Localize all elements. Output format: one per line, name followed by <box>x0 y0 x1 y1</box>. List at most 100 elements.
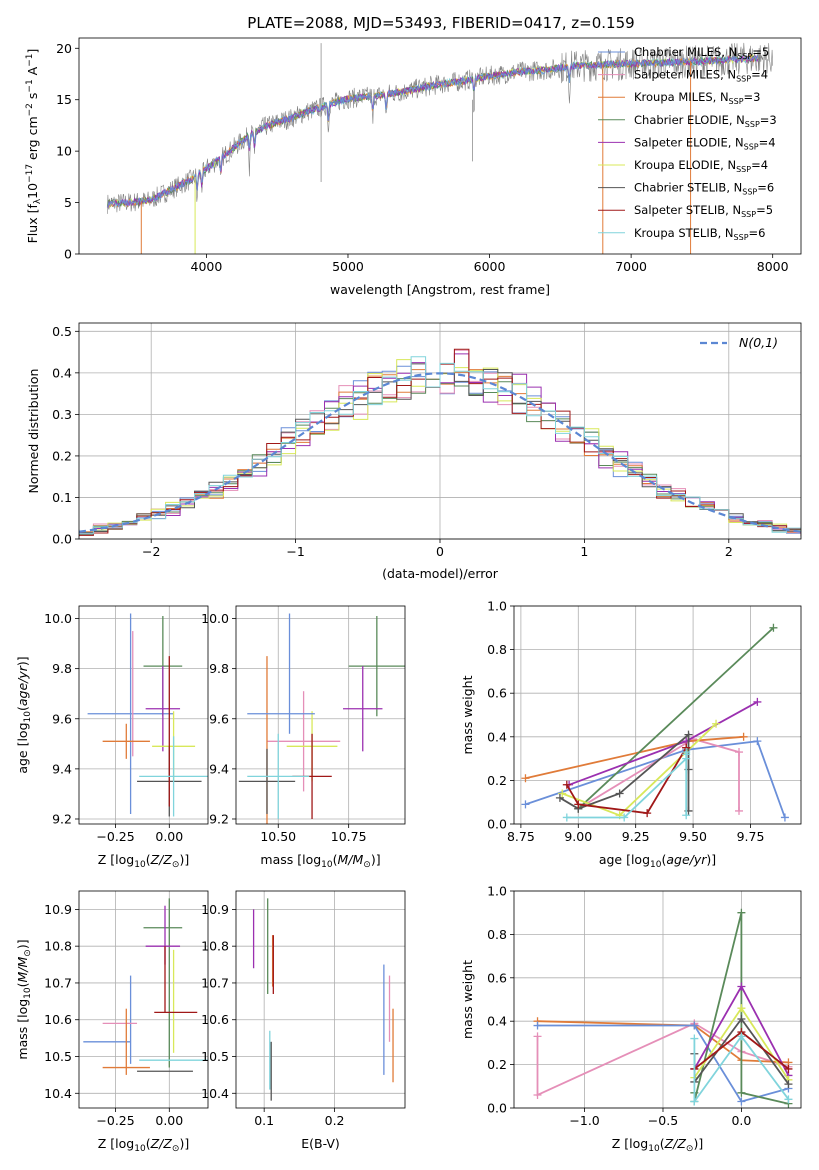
y-tick-label: 0.2 <box>52 448 72 463</box>
mass-weight-marker <box>739 732 748 741</box>
y-tick-label: 0.3 <box>52 407 72 422</box>
x-tick-label: 1 <box>580 544 588 559</box>
weight_vs_age-y-axis-label: mass weight <box>460 675 475 754</box>
x-tick-label: 0 <box>436 544 444 559</box>
legend-entry: Kroupa STELIB, NSSP=6 <box>634 226 765 242</box>
weight_vs_Z-y-axis-label: mass weight <box>460 960 475 1039</box>
axes-frame <box>78 890 209 1109</box>
figure-title: PLATE=2088, MJD=53493, FIBERID=0417, z=0… <box>247 14 634 32</box>
y-tick-label: 0.4 <box>487 1014 507 1029</box>
plot-area <box>521 623 789 822</box>
legend-entry: Salpeter MILES, NSSP=4 <box>634 68 768 84</box>
y-tick-label: 0.6 <box>487 686 507 701</box>
y-tick-label: 9.8 <box>209 661 229 676</box>
y-tick-label: 10.6 <box>44 1012 72 1027</box>
x-tick-label: 0.00 <box>155 829 183 844</box>
mass-weight-marker <box>735 806 744 815</box>
plot-area <box>87 613 208 817</box>
mass-weight-marker <box>682 748 691 757</box>
legend-entry: Salpeter ELODIE, NSSP=4 <box>634 135 776 151</box>
mass-weight-line <box>537 1024 789 1103</box>
legend-entry: Chabrier MILES, NSSP=5 <box>634 45 769 61</box>
x-tick-label: 5000 <box>332 259 364 274</box>
axes-frame <box>78 37 802 255</box>
plot-area <box>252 898 394 1101</box>
y-tick-label: 20 <box>56 41 72 56</box>
y-tick-label: 10.7 <box>44 975 72 990</box>
x-tick-label: 0.00 <box>155 1113 183 1128</box>
mass-weight-line <box>577 627 775 810</box>
mass-weight-line <box>525 740 786 818</box>
mass-weight-line <box>559 732 690 811</box>
y-tick-label: 0.0 <box>487 1101 507 1116</box>
x-tick-label: −0.25 <box>96 829 134 844</box>
plot-area <box>533 908 793 1108</box>
x-tick-label: 8.75 <box>507 829 535 844</box>
weight_vs_Z-x-axis-label: Z [log10(Z/Z⊙)] <box>612 1136 703 1154</box>
age_vs_mass-x-axis-label: mass [log10(M/M⊙)] <box>260 852 380 870</box>
x-tick-label: −0.5 <box>648 1113 678 1128</box>
mass-weight-marker <box>690 1021 699 1030</box>
mass-weight-marker <box>562 813 571 822</box>
y-tick-label: 10.9 <box>201 902 229 917</box>
axes-frame <box>78 605 209 825</box>
mass-weight-marker <box>753 697 762 706</box>
x-tick-label: 0.0 <box>731 1113 751 1128</box>
age-vs-mass-panel: 10.50 10.75 9.2 9.4 9.6 9.8 10.0 mass [log10(M/… <box>201 605 406 870</box>
y-tick-label: 10.9 <box>44 902 72 917</box>
mass-weight-marker <box>533 1021 542 1030</box>
mass-weight-marker <box>735 748 744 757</box>
y-tick-label: 0.0 <box>52 532 72 547</box>
weight-vs-metallicity-panel: −1.0 −0.5 0.0 0.0 0.2 0.4 0.6 0.8 1.0 Z [log10(Z/… <box>460 884 802 1154</box>
y-tick-label: 10.4 <box>44 1086 72 1101</box>
legend-entry: Salpeter STELIB, NSSP=5 <box>634 203 773 219</box>
axes-frame <box>78 322 802 540</box>
mass-weight-marker <box>737 1097 746 1106</box>
mass-weight-marker <box>643 809 652 818</box>
y-tick-label: 0.5 <box>52 324 72 339</box>
mass-weight-marker <box>737 982 746 991</box>
x-tick-label: 9.75 <box>737 829 765 844</box>
mass-weight-line <box>568 701 758 786</box>
mass-weight-marker <box>737 1015 746 1024</box>
mass-weight-marker <box>737 1088 746 1097</box>
mass-weight-marker <box>712 719 721 728</box>
x-tick-label: −1 <box>286 544 304 559</box>
residual-y-axis-label: Normed distribution <box>26 369 41 494</box>
x-tick-label: 0.2 <box>325 1113 345 1128</box>
y-tick-label: 1.0 <box>487 599 507 614</box>
y-tick-label: 10.5 <box>44 1049 72 1064</box>
axes-frame <box>235 605 406 825</box>
gaussian-reference-curve <box>79 372 801 533</box>
mass-weight-line <box>577 738 740 811</box>
mass-weight-marker <box>521 800 530 809</box>
spectrum-y-axis-label: Flux [fλ10−17 erg cm−2 s−1 A−1] <box>25 49 43 244</box>
legend-entry: Kroupa MILES, NSSP=3 <box>634 90 760 106</box>
mass-weight-marker <box>682 811 691 820</box>
x-tick-label: 9.50 <box>679 829 707 844</box>
y-tick-label: 0.2 <box>487 1057 507 1072</box>
x-tick-label: 10.75 <box>331 829 367 844</box>
axes-frame <box>513 605 802 825</box>
y-tick-label: 10.7 <box>201 975 229 990</box>
x-tick-label: 9.25 <box>622 829 650 844</box>
y-tick-label: 9.8 <box>52 661 72 676</box>
y-tick-label: 10.8 <box>201 939 229 954</box>
mass-vs-metallicity-panel: −0.25 0.00 10.4 10.5 10.6 10.7 10.8 10.9 Z [log1… <box>15 890 209 1154</box>
mass-weight-marker <box>684 730 693 739</box>
y-tick-label: 10.8 <box>44 939 72 954</box>
mass-weight-marker <box>690 1034 699 1043</box>
mass-weight-marker <box>620 813 629 822</box>
plot-area <box>238 613 405 824</box>
x-tick-label: −0.25 <box>96 1113 134 1128</box>
plot-area <box>106 42 773 254</box>
spectrum-x-axis-label: wavelength [Angstrom, rest frame] <box>330 282 550 297</box>
mass_vs_Z-x-axis-label: Z [log10(Z/Z⊙)] <box>98 1136 189 1154</box>
spectrum-panel: 4000 5000 6000 7000 8000 0 5 10 15 20 wavelength [… <box>25 37 802 297</box>
legend-entry: Chabrier STELIB, NSSP=6 <box>634 181 774 197</box>
residual-histogram-step <box>79 356 801 535</box>
mass-weight-marker <box>737 1004 746 1013</box>
y-tick-label: 10.0 <box>201 611 229 626</box>
mass-vs-extinction-panel: 0.1 0.2 10.4 10.5 10.6 10.7 10.8 10.9 E(B-V) <box>201 890 406 1151</box>
